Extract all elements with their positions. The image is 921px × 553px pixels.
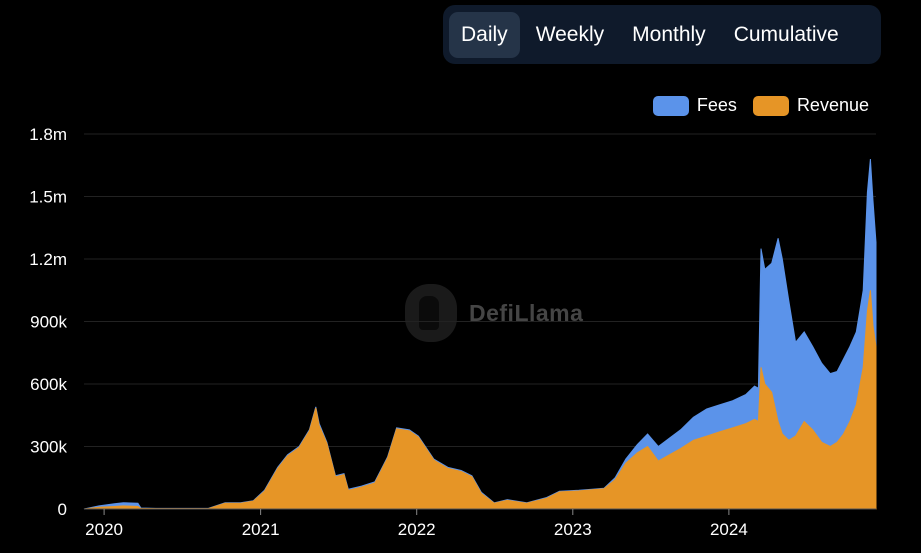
x-tick-label: 2021 (242, 520, 280, 539)
chart-mode-tabs: Daily Weekly Monthly Cumulative (443, 5, 881, 64)
area-revenue (83, 290, 877, 510)
tab-daily[interactable]: Daily (449, 11, 520, 58)
y-tick-label: 1.8m (29, 125, 67, 144)
y-tick-label: 1.5m (29, 188, 67, 207)
y-tick-label: 0 (58, 500, 67, 519)
x-tick-label: 2020 (85, 520, 123, 539)
legend-label-fees: Fees (696, 95, 737, 115)
x-tick-label: 2024 (710, 520, 748, 539)
tab-cumulative[interactable]: Cumulative (733, 22, 839, 46)
x-tick-label: 2023 (554, 520, 592, 539)
y-tick-label: 900k (30, 313, 67, 332)
y-tick-label: 1.2m (29, 250, 67, 269)
legend-swatch-revenue (752, 95, 789, 116)
chart-legend: Fees Revenue (637, 95, 869, 116)
x-axis: 2020 2021 2022 2023 2024 (84, 508, 876, 539)
y-axis: 0 300k 600k 900k 1.2m 1.5m 1.8m (29, 125, 67, 519)
series-areas (83, 158, 877, 510)
legend-item-fees[interactable]: Fees (652, 95, 737, 116)
defillama-logo-icon (405, 284, 457, 342)
legend-item-revenue[interactable]: Revenue (752, 95, 869, 116)
tab-weekly[interactable]: Weekly (535, 22, 605, 46)
y-tick-label: 300k (30, 438, 67, 457)
legend-label-revenue: Revenue (796, 95, 869, 115)
x-tick-label: 2022 (398, 520, 436, 539)
legend-swatch-fees (652, 95, 689, 116)
tab-monthly[interactable]: Monthly (632, 22, 706, 46)
y-tick-label: 600k (30, 375, 67, 394)
